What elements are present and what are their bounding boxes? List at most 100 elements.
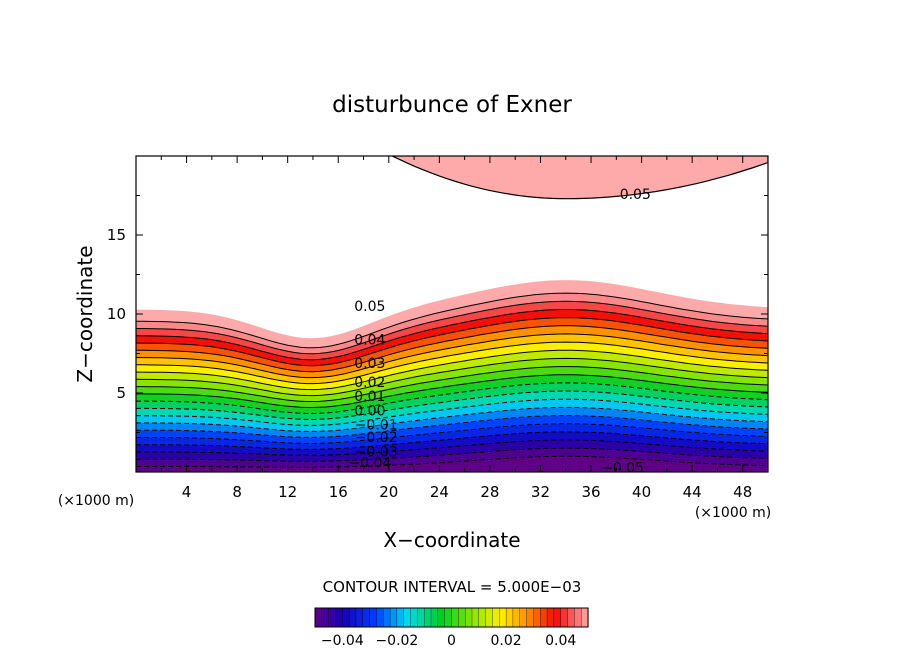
colorbar-segment — [444, 607, 453, 628]
contour-line — [136, 406, 768, 432]
x-tick-label: 20 — [379, 483, 398, 501]
contour-label: 0.02 — [354, 375, 385, 391]
colorbar-segment — [376, 607, 384, 628]
contour-line — [136, 398, 768, 426]
x-tick-label: 48 — [733, 483, 752, 501]
colorbar-segment — [458, 607, 466, 628]
y-tick-label: 5 — [116, 384, 126, 402]
colorbar-segment — [383, 607, 391, 628]
contour-label: 0.04 — [354, 332, 385, 348]
colorbar-segment — [369, 607, 378, 628]
chart-title: disturbunce of Exner — [332, 92, 572, 118]
colorbar-segment — [512, 607, 521, 628]
colorbar — [314, 607, 589, 628]
contour-label: −0.02 — [355, 430, 398, 446]
contour-line — [136, 390, 768, 421]
contour-lines — [136, 292, 768, 468]
colorbar-segment — [478, 607, 487, 628]
x-tick-label: 44 — [683, 483, 702, 501]
contour-interval-text: CONTOUR INTERVAL = 5.000E−03 — [323, 578, 582, 596]
colorbar-segment — [464, 607, 473, 628]
contour-label: 0.05 — [354, 299, 385, 315]
contour-line — [136, 317, 768, 367]
contour-label: −0.04 — [348, 456, 391, 472]
colorbar-tick-label: 0.02 — [491, 633, 522, 649]
colorbar-segment — [492, 607, 500, 628]
colorbar-segment — [403, 607, 412, 628]
x-unit-left: (×1000 m) — [58, 493, 134, 509]
contour-line — [136, 423, 768, 444]
colorbar-frame — [314, 607, 589, 628]
colorbar-segment — [424, 607, 432, 628]
contour-label: −0.01 — [355, 418, 398, 434]
contour-line — [136, 333, 768, 379]
colorbar-segment — [505, 607, 514, 628]
x-tick-label: 24 — [430, 483, 449, 501]
contour-line — [136, 341, 768, 385]
contour-line — [136, 447, 768, 462]
contour-line — [136, 431, 768, 450]
contour-line — [136, 325, 768, 373]
colorbar-tick-label: 0.04 — [545, 633, 576, 649]
x-unit-right: (×1000 m) — [695, 505, 771, 521]
x-tick-label: 8 — [232, 483, 242, 501]
colorbar-segment — [321, 607, 330, 628]
contour-line — [136, 455, 768, 468]
colorbar-segment — [526, 607, 534, 628]
contour-band — [136, 456, 768, 472]
contour-line — [136, 366, 768, 402]
colorbar-segment — [355, 607, 364, 628]
contour-label: −0.03 — [355, 444, 398, 460]
colorbar-segment — [553, 607, 562, 628]
contour-label: 0.01 — [354, 389, 385, 405]
colorbar-segment — [348, 607, 357, 628]
x-tick-label: 12 — [278, 483, 297, 501]
colorbar-segment — [540, 607, 548, 628]
x-tick-label: 32 — [531, 483, 550, 501]
x-tick-label: 4 — [182, 483, 192, 501]
colorbar-segment — [389, 607, 398, 628]
contour-line — [136, 357, 768, 397]
colorbar-segment — [533, 607, 541, 628]
x-tick-label: 16 — [329, 483, 348, 501]
contour-line — [136, 439, 768, 456]
colorbar-tick-labels: −0.04 −0.02 0 0.02 0.04 — [321, 633, 577, 649]
x-tick-label: 40 — [632, 483, 651, 501]
contour-line — [136, 292, 768, 349]
y-axis-ticks: 5 10 15 — [107, 195, 768, 433]
colorbar-segment — [451, 607, 459, 628]
colorbar-segment — [519, 607, 528, 628]
colorbar-segment — [410, 607, 418, 628]
colorbar-segment — [396, 607, 405, 628]
colorbar-segment — [499, 607, 507, 628]
colorbar-tick-label: −0.04 — [321, 633, 364, 649]
y-axis-label: Z−coordinate — [73, 245, 97, 382]
contour-label: 0.03 — [354, 356, 385, 372]
contour-line — [136, 349, 768, 391]
contour-band — [491, 156, 661, 164]
x-axis-ticks: 4 8 12 16 20 24 28 32 36 40 44 48 — [160, 156, 752, 501]
colorbar-segment — [437, 607, 446, 628]
contour-label: −0.05 — [601, 460, 644, 476]
colorbar-segment — [314, 607, 323, 628]
colorbar-segment — [471, 607, 480, 628]
x-tick-label: 36 — [581, 483, 600, 501]
colorbar-segment — [417, 607, 425, 628]
colorbar-segment — [328, 607, 337, 628]
contour-line — [136, 309, 768, 361]
colorbar-segment — [574, 607, 582, 628]
x-axis-label: X−coordinate — [383, 528, 520, 552]
y-tick-label: 10 — [107, 305, 126, 323]
colorbar-segment — [546, 607, 555, 628]
x-tick-label: 28 — [480, 483, 499, 501]
contour-line — [136, 414, 768, 438]
colorbar-tick-label: −0.02 — [375, 633, 418, 649]
colorbar-segment — [342, 607, 350, 628]
contour-label: 0.05 — [620, 187, 651, 203]
colorbar-segment — [560, 607, 569, 628]
colorbar-segment — [580, 607, 589, 628]
colorbar-tick-label: 0 — [447, 633, 456, 649]
colorbar-segment — [567, 607, 575, 628]
y-tick-label: 15 — [107, 226, 126, 244]
